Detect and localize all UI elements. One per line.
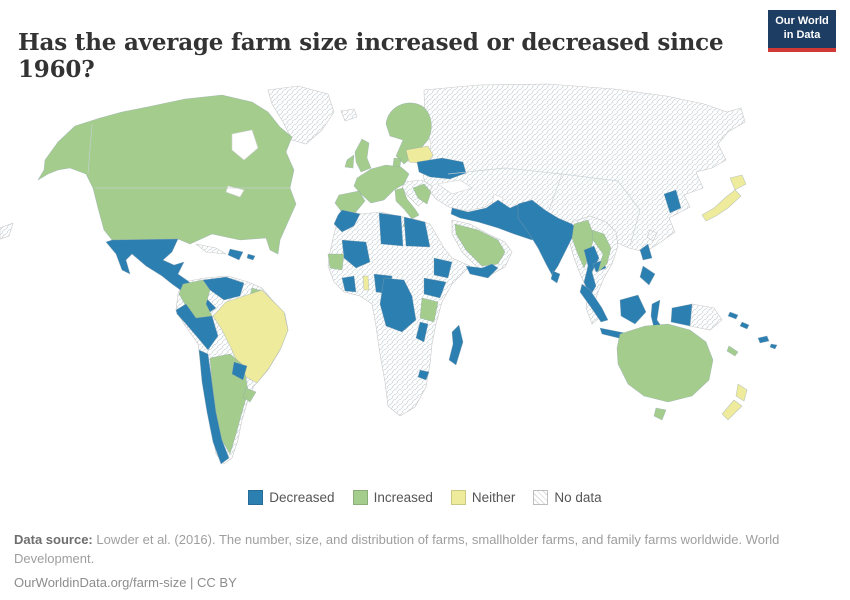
region-uruguay[interactable] (242, 387, 257, 403)
region-new-zealand-north[interactable] (735, 383, 748, 402)
region-siberia-wrap[interactable] (0, 222, 14, 240)
region-italy[interactable] (394, 187, 420, 220)
region-iberia[interactable] (334, 190, 366, 214)
black-sea (437, 179, 473, 195)
region-lesotho[interactable] (417, 369, 430, 381)
region-solomon-2[interactable] (739, 321, 750, 330)
region-uganda-kenya[interactable] (423, 277, 447, 299)
region-vietnam[interactable] (591, 229, 612, 273)
region-greenland[interactable] (267, 85, 335, 145)
legend-swatch-neither (450, 490, 466, 505)
region-south-korea[interactable] (663, 189, 682, 214)
region-greece[interactable] (412, 183, 432, 205)
region-ireland[interactable] (344, 154, 355, 169)
legend-label-increased: Increased (373, 490, 433, 505)
region-iceland[interactable] (340, 108, 358, 122)
region-cuba[interactable] (195, 243, 227, 255)
region-saudi-arabia[interactable] (454, 223, 506, 267)
legend-label-no-data: No data (554, 490, 602, 505)
region-japan-hokkaido[interactable] (729, 174, 747, 191)
region-ethiopia[interactable] (433, 257, 453, 279)
region-papua-new-guinea[interactable] (689, 303, 723, 331)
region-canada-usa[interactable] (37, 94, 297, 255)
region-new-zealand-south[interactable] (721, 399, 743, 421)
region-madagascar[interactable] (448, 324, 464, 366)
region-eurasia[interactable] (422, 83, 746, 253)
data-source-line: Data source: Lowder et al. (2016). The n… (14, 531, 806, 569)
region-philippines-north[interactable] (639, 243, 653, 261)
data-source-text: Lowder et al. (2016). The number, size, … (14, 532, 780, 566)
region-west-papua[interactable] (670, 303, 693, 327)
region-brazil[interactable] (212, 289, 289, 384)
page-title: Has the average farm size increased or d… (18, 29, 724, 84)
hudson-bay (231, 129, 259, 161)
footer: Data source: Lowder et al. (2016). The n… (14, 531, 806, 593)
region-libya[interactable] (378, 212, 404, 247)
region-venezuela[interactable] (202, 276, 245, 301)
region-argentina[interactable] (209, 353, 249, 455)
region-fiji-2[interactable] (769, 343, 778, 350)
region-philippines-south[interactable] (639, 265, 656, 286)
legend-swatch-increased (352, 490, 368, 505)
region-puerto-rico[interactable] (246, 253, 256, 261)
central-asia-border (548, 173, 563, 211)
region-thailand[interactable] (583, 245, 600, 297)
region-borneo[interactable] (619, 294, 647, 325)
region-uk[interactable] (354, 138, 372, 173)
map-legend: Decreased Increased Neither No data (0, 490, 850, 505)
region-hispaniola[interactable] (227, 248, 244, 261)
footer-link[interactable]: OurWorldinData.org/farm-size | CC BY (14, 574, 237, 590)
legend-label-neither: Neither (471, 490, 516, 505)
region-ecuador-peru[interactable] (175, 303, 219, 351)
alaska-canada-border (87, 123, 93, 175)
region-dr-congo[interactable] (379, 277, 417, 333)
region-senegal-guinea[interactable] (327, 253, 345, 271)
china-west-border (617, 180, 641, 247)
russia-south-border (447, 167, 619, 182)
region-sri-lanka[interactable] (550, 270, 561, 284)
legend-label-decreased: Decreased (269, 490, 335, 505)
region-denmark[interactable] (392, 157, 402, 168)
owid-logo-line2: in Data (783, 29, 821, 41)
region-malawi[interactable] (415, 321, 429, 343)
region-paraguay[interactable] (231, 361, 248, 381)
region-sumatra[interactable] (579, 283, 609, 323)
region-egypt[interactable] (403, 216, 431, 248)
region-cote-divoire[interactable] (341, 275, 357, 293)
region-japan-honshu[interactable] (701, 189, 742, 222)
region-poland[interactable] (405, 145, 434, 165)
region-india-pakistan[interactable] (517, 199, 579, 276)
owid-logo-line1: Our World (775, 15, 829, 28)
legend-swatch-decreased (248, 490, 264, 505)
region-togo[interactable] (362, 275, 370, 291)
region-fiji-1[interactable] (757, 335, 770, 344)
region-chile[interactable] (198, 349, 230, 465)
world-map (0, 82, 850, 484)
region-tanzania[interactable] (419, 297, 439, 323)
owid-logo[interactable]: Our World in Data (768, 10, 836, 52)
region-morocco[interactable] (333, 209, 361, 233)
region-ukraine[interactable] (416, 157, 467, 180)
legend-item-decreased[interactable]: Decreased (248, 490, 335, 505)
region-solomon-1[interactable] (727, 311, 739, 320)
legend-item-neither[interactable]: Neither (450, 490, 516, 505)
region-tasmania[interactable] (653, 407, 667, 421)
legend-swatch-no-data (533, 490, 549, 505)
legend-item-increased[interactable]: Increased (352, 490, 433, 505)
region-australia[interactable] (616, 323, 714, 403)
great-lakes (225, 185, 245, 198)
data-source-label: Data source: (14, 532, 93, 547)
region-new-caledonia[interactable] (726, 345, 739, 357)
region-taiwan[interactable] (646, 229, 658, 242)
region-yemen[interactable] (465, 263, 499, 279)
legend-item-no-data[interactable]: No data (533, 490, 602, 505)
